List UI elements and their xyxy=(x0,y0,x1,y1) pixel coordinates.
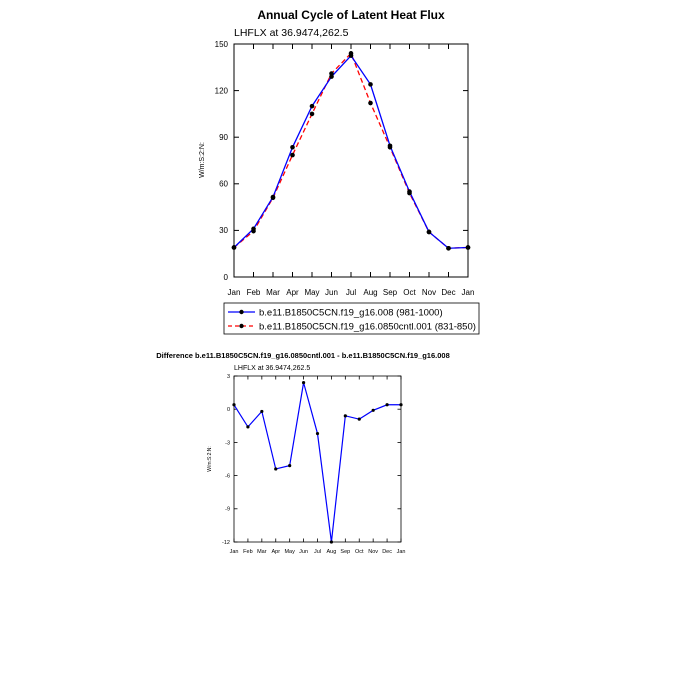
chart1-x-tick-label: Dec xyxy=(441,288,455,297)
chart2-x-tick-label: Dec xyxy=(382,549,392,555)
chart1-x-tick-label: Apr xyxy=(286,288,299,297)
chart2-title: Difference b.e11.B1850C5CN.f19_g16.0850c… xyxy=(156,351,450,360)
chart2-series-1-point xyxy=(371,408,375,412)
chart1-plot-frame xyxy=(233,43,469,278)
chart2-subtitle: LHFLX at 36.9474,262.5 xyxy=(234,365,310,372)
chart1-y-tick-label: 150 xyxy=(215,40,229,49)
chart2-series-1-point xyxy=(343,414,347,418)
chart1-x-tick-label: May xyxy=(304,288,319,297)
chart2-x-tick-label: Jun xyxy=(299,549,308,555)
chart2-plot-frame xyxy=(233,375,402,543)
chart2-y-tick-label: 0 xyxy=(227,407,230,413)
chart2-series-1-point xyxy=(274,467,278,471)
chart2-series-1-point xyxy=(260,409,264,414)
chart1-y-tick-label: 0 xyxy=(224,273,229,282)
chart1-legend: b.e11.B1850C5CN.f19_g16.008 (981-1000) b… xyxy=(223,302,480,335)
chart1-series-2-point xyxy=(231,245,237,250)
chart1-x-tick-label: Sep xyxy=(383,288,398,297)
chart2-series-1-point xyxy=(357,417,361,421)
chart2-series-1-point xyxy=(329,540,334,544)
chart1-x-tick-label: Jan xyxy=(228,288,241,297)
chart2-series-1-point xyxy=(301,381,306,385)
legend-marker-series1 xyxy=(239,309,244,315)
chart2-x-tick-label: May xyxy=(284,549,295,555)
chart2-series-1-point xyxy=(399,403,403,407)
legend-label-series2: b.e11.B1850C5CN.f19_g16.0850cntl.001 (83… xyxy=(259,322,476,333)
chart1-y-tick-label: 90 xyxy=(219,133,228,142)
chart1-series-1-point xyxy=(368,82,373,87)
chart1-x-tick-label: Nov xyxy=(422,288,436,297)
chart1-series-1-line xyxy=(233,54,469,249)
chart2-y-tick-label: -12 xyxy=(222,540,230,546)
chart1-series-2-point xyxy=(407,190,412,196)
legend-item-series1: b.e11.B1850C5CN.f19_g16.008 (981-1000) xyxy=(228,308,443,319)
chart1-series-2-point xyxy=(387,144,393,150)
chart2-y-tick-label: 3 xyxy=(227,374,230,380)
chart2-x-tick-label: Jan xyxy=(230,549,239,555)
chart1-y-tick-label: 120 xyxy=(215,86,229,95)
chart1-subtitle: LHFLX at 36.9474,262.5 xyxy=(234,27,349,39)
chart1-series-2-point xyxy=(270,195,276,201)
legend-label-series1: b.e11.B1850C5CN.f19_g16.008 (981-1000) xyxy=(259,308,443,319)
chart2-series-1-point xyxy=(288,464,292,468)
chart2-y-axis-label: W/m:S:2:N: xyxy=(207,446,213,472)
chart2-y-tick-label: -3 xyxy=(225,440,230,446)
legend-marker-series2 xyxy=(239,323,244,329)
chart1-y-tick-label: 30 xyxy=(219,226,228,235)
chart2-series-1-point xyxy=(385,403,389,407)
chart2-x-tick-label: Apr xyxy=(271,549,280,555)
chart2-series-1-line xyxy=(233,382,401,543)
chart2-x-tick-label: Jul xyxy=(314,549,321,555)
chart1-series-2-line xyxy=(233,52,469,249)
chart2-y-tick-label: -9 xyxy=(225,507,230,513)
chart1-series-2-point xyxy=(426,229,432,235)
chart1-x-tick-label: Jul xyxy=(346,288,356,297)
difference-chart: Difference b.e11.B1850C5CN.f19_g16.0850c… xyxy=(156,351,450,555)
chart1-series-2-point xyxy=(446,245,451,251)
chart1-series-2-point xyxy=(465,245,471,250)
chart2-series-1-point xyxy=(246,425,250,429)
chart1-y-tick-label: 60 xyxy=(219,180,228,189)
chart1-x-tick-label: Jan xyxy=(462,288,475,297)
chart2-series-1-point xyxy=(315,431,320,436)
chart1-series-2-point xyxy=(290,152,295,158)
chart1-x-tick-label: Feb xyxy=(247,288,261,297)
chart2-x-tick-label: Feb xyxy=(243,549,252,555)
chart2-x-tick-label: Mar xyxy=(257,549,267,555)
chart1-series-2-point xyxy=(329,71,334,76)
chart2-x-tick-label: Jan xyxy=(397,549,406,555)
chart1-series-2-point xyxy=(348,51,354,56)
chart1-series-2-point xyxy=(368,100,373,106)
legend-item-series2: b.e11.B1850C5CN.f19_g16.0850cntl.001 (83… xyxy=(228,322,476,333)
annual-cycle-chart: LHFLX at 36.9474,262.5 W/m:S:2:N: Jan Feb… xyxy=(199,27,480,335)
chart2-x-tick-label: Nov xyxy=(368,549,378,555)
chart1-x-tick-label: Oct xyxy=(403,288,416,297)
chart2-x-tick-label: Oct xyxy=(355,549,364,555)
chart1-y-axis-label: W/m:S:2:N: xyxy=(199,142,206,178)
chart1-series-2-point xyxy=(309,111,315,117)
legend-box xyxy=(223,302,480,335)
chart1-x-tick-label: Mar xyxy=(266,288,280,297)
chart1-series-1-point xyxy=(290,144,295,150)
chart1-series-1-point xyxy=(309,103,315,109)
chart2-x-tick-label: Aug xyxy=(327,549,337,555)
chart1-x-tick-label: Aug xyxy=(363,288,377,297)
chart2-series-1-point xyxy=(232,403,236,407)
chart1-x-tick-label: Jun xyxy=(325,288,338,297)
chart2-x-tick-label: Sep xyxy=(340,549,350,555)
main-title: Annual Cycle of Latent Heat Flux xyxy=(257,8,445,22)
chart1-series-2-point xyxy=(251,228,256,234)
chart2-y-tick-label: -6 xyxy=(225,474,230,480)
